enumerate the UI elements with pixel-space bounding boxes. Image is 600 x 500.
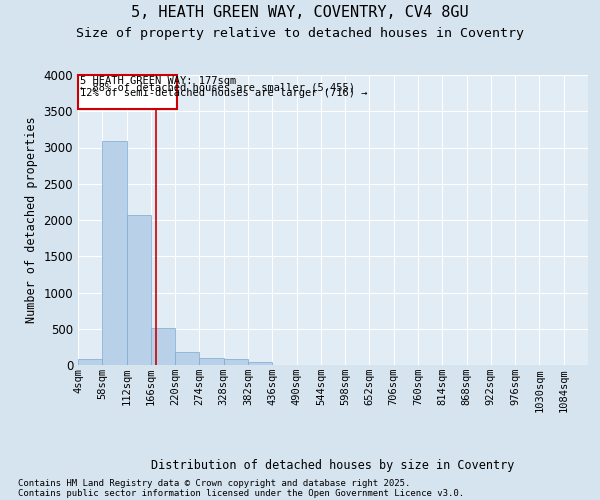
- Text: Contains public sector information licensed under the Open Government Licence v3: Contains public sector information licen…: [18, 488, 464, 498]
- Text: ← 88% of detached houses are smaller (5,455): ← 88% of detached houses are smaller (5,…: [80, 82, 355, 92]
- Bar: [224, 359, 248, 365]
- Bar: [248, 362, 272, 365]
- Bar: [151, 328, 175, 365]
- Text: Contains HM Land Registry data © Crown copyright and database right 2025.: Contains HM Land Registry data © Crown c…: [18, 478, 410, 488]
- Text: 12% of semi-detached houses are larger (716) →: 12% of semi-detached houses are larger (…: [80, 88, 368, 98]
- Bar: [78, 75, 178, 109]
- Y-axis label: Number of detached properties: Number of detached properties: [25, 116, 38, 324]
- Bar: [78, 359, 102, 365]
- Text: Distribution of detached houses by size in Coventry: Distribution of detached houses by size …: [151, 460, 515, 472]
- Bar: [102, 141, 127, 365]
- Text: Size of property relative to detached houses in Coventry: Size of property relative to detached ho…: [76, 28, 524, 40]
- Bar: [127, 215, 151, 365]
- Text: 5, HEATH GREEN WAY, COVENTRY, CV4 8GU: 5, HEATH GREEN WAY, COVENTRY, CV4 8GU: [131, 5, 469, 20]
- Text: 5 HEATH GREEN WAY: 177sqm: 5 HEATH GREEN WAY: 177sqm: [80, 76, 236, 86]
- Bar: [199, 358, 224, 365]
- Bar: [175, 352, 199, 365]
